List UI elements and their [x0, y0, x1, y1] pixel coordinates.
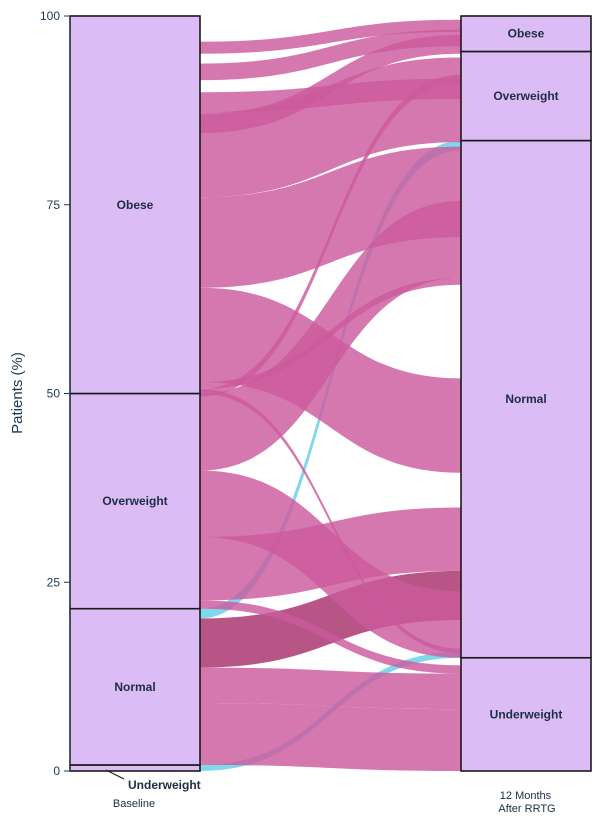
flow-normal-to-underweight-2: [200, 667, 461, 710]
baseline-column-label: Baseline: [113, 798, 155, 810]
followup-label-line-2: After RRTG: [498, 803, 555, 815]
flow-obese-to-underweight-10: [200, 388, 461, 654]
y-tick-label-50: 50: [47, 387, 61, 401]
flow-overweight-to-normal-7: [200, 470, 461, 658]
node-followup-obese: [460, 15, 592, 53]
followup-column-label: 12 Months After RRTG: [498, 790, 555, 815]
flow-overweight-to-underweight-5: [200, 600, 461, 674]
node-label-followup-underweight: Underweight: [490, 707, 563, 721]
flow-obese-to-normal-13: [200, 146, 461, 288]
node-followup-underweight: [460, 656, 592, 772]
node-baseline-normal: [69, 607, 201, 766]
node-baseline-underweight: [69, 764, 201, 772]
flow-obese-to-obese-17: [200, 29, 461, 81]
node-label-baseline-overweight: Overweight: [102, 494, 167, 508]
node-baseline-obese: [69, 15, 201, 395]
y-tick-label-75: 75: [47, 198, 61, 212]
underweight-leader-line: [105, 769, 125, 780]
node-label-baseline-underweight: Underweight: [128, 778, 201, 792]
node-label-followup-overweight: Overweight: [493, 89, 558, 103]
node-followup-normal: [460, 139, 592, 659]
node-baseline-overweight: [69, 392, 201, 610]
node-label-baseline-normal: Normal: [114, 680, 155, 694]
y-tick-label-25: 25: [47, 575, 61, 589]
node-label-baseline-obese: Obese: [117, 198, 154, 212]
node-label-followup-normal: Normal: [505, 392, 546, 406]
y-axis-title: Patients (%): [9, 352, 26, 434]
node-followup-overweight: [460, 50, 592, 142]
node-label-followup-obese: Obese: [508, 27, 545, 41]
flow-obese-to-overweight-16: [200, 78, 461, 113]
y-tick-label-0: 0: [53, 764, 60, 778]
nodes-layer: Underweight Normal Overweight Obese Underwei…: [69, 15, 592, 792]
flows-layer: [200, 19, 461, 771]
flow-normal-to-underweight-1: [200, 703, 461, 771]
flow-obese-to-normal-12: [200, 287, 461, 473]
y-tick-label-100: 100: [40, 9, 60, 23]
flow-obese-to-obese-18: [200, 19, 461, 54]
y-axis: 0 25 50 75 100: [40, 9, 71, 778]
followup-label-line-1: 12 Months: [500, 790, 552, 802]
